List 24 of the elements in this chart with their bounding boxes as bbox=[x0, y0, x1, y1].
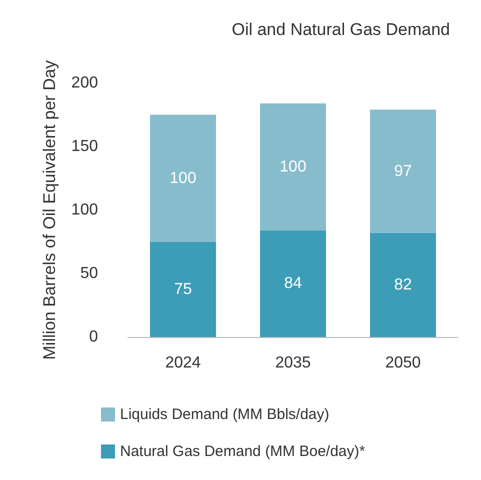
y-tick-label: 50 bbox=[80, 265, 98, 282]
data-label: 97 bbox=[394, 162, 412, 180]
data-label: 100 bbox=[170, 170, 196, 187]
y-tick-label: 0 bbox=[89, 328, 98, 346]
x-tick-label: 2024 bbox=[165, 354, 201, 372]
legend-label: Liquids Demand (MM Bbls/day) bbox=[120, 406, 330, 423]
legend-label: Natural Gas Demand (MM Boe/day)* bbox=[120, 443, 366, 460]
bar bbox=[150, 242, 216, 337]
y-tick-label: 100 bbox=[71, 202, 98, 218]
x-tick-label: 2035 bbox=[275, 354, 311, 372]
chart-title: Oil and Natural Gas Demand bbox=[232, 20, 450, 39]
bar bbox=[260, 103, 326, 230]
data-label: 84 bbox=[284, 275, 302, 292]
data-label: 82 bbox=[394, 276, 412, 294]
y-tick-label: 200 bbox=[71, 74, 98, 92]
data-label: 75 bbox=[174, 280, 192, 298]
bar bbox=[260, 230, 326, 337]
data-label: 100 bbox=[280, 158, 306, 176]
y-axis-title: Million Barrels of Oil Equivalent per Day bbox=[40, 60, 59, 360]
x-tick-label: 2050 bbox=[385, 354, 421, 372]
bar bbox=[150, 114, 216, 242]
bar bbox=[370, 232, 436, 337]
y-tick-label: 150 bbox=[71, 138, 98, 155]
bar bbox=[370, 110, 436, 233]
